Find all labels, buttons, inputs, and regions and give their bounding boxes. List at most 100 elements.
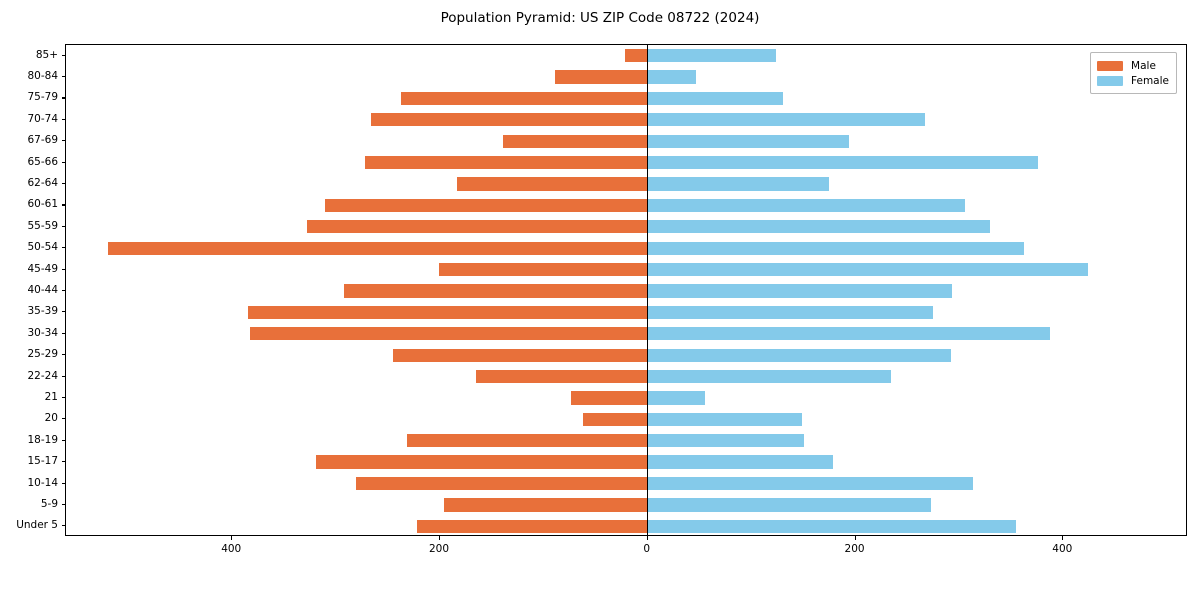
legend-item-female: Female [1097,73,1169,88]
bar-male[interactable] [249,327,648,341]
y-tick-mark [61,183,65,185]
bar-male[interactable] [570,391,648,405]
bar-female[interactable] [647,391,705,405]
bar-row [66,284,1186,298]
y-tick-label: 18-19 [27,433,58,446]
y-tick-label: 30-34 [27,326,58,339]
bar-row [66,262,1186,277]
bar-female[interactable] [647,241,1024,255]
bar-row [66,113,1186,127]
bar-male[interactable] [503,134,648,148]
zero-axis-line [647,45,649,535]
bar-row [66,177,1186,191]
bar-female[interactable] [647,412,802,426]
bar-male[interactable] [438,262,648,277]
bar-male[interactable] [555,70,648,84]
x-tick-label: 200 [428,543,450,555]
y-tick-label: 22-24 [27,369,58,382]
bar-female[interactable] [647,113,926,127]
y-tick-mark [61,396,65,399]
bar-female[interactable] [647,284,953,298]
chart-legend: Male Female [1090,52,1177,94]
y-tick-mark [61,418,65,420]
bar-row [66,391,1186,405]
bar-female[interactable] [647,369,891,384]
y-tick-label: 60-61 [27,198,58,211]
bar-male[interactable] [624,49,648,63]
y-tick-mark [61,204,65,206]
bar-female[interactable] [647,156,1039,170]
bar-male[interactable] [456,177,648,191]
bar-female[interactable] [647,455,833,469]
y-tick-label: 80-84 [27,70,58,83]
y-tick-label: 75-79 [27,91,58,104]
bar-male[interactable] [107,241,648,255]
bar-male[interactable] [393,348,648,362]
bar-female[interactable] [647,434,804,448]
y-tick-label: 40-44 [27,284,58,296]
x-tick-label: 200 [844,543,865,555]
bar-male[interactable] [365,156,648,170]
bar-row [66,156,1186,170]
y-tick-mark [61,161,65,163]
bar-female[interactable] [647,198,965,213]
bar-row [66,369,1186,384]
bar-male[interactable] [406,434,648,448]
bar-row [66,198,1186,213]
bar-female[interactable] [647,177,829,191]
bar-female[interactable] [647,49,776,63]
bar-female[interactable] [647,220,990,234]
bar-female[interactable] [647,305,934,319]
bar-male[interactable] [417,519,648,533]
y-tick-label: 35-39 [27,305,58,318]
bar-female[interactable] [647,348,952,362]
bar-male[interactable] [307,220,648,234]
bar-male[interactable] [316,455,648,469]
y-tick-mark [61,439,65,441]
y-tick-mark [61,525,65,527]
y-tick-label: 21 [44,390,58,403]
bar-female[interactable] [647,262,1089,277]
bar-male[interactable] [444,498,648,512]
bar-male[interactable] [583,412,648,426]
y-tick-label: 10-14 [27,476,58,489]
y-tick-label: 67-69 [27,134,58,147]
bar-female[interactable] [647,498,932,512]
y-tick-mark [61,461,65,463]
bar-female[interactable] [647,476,973,491]
bar-female[interactable] [647,70,696,84]
bar-row [66,476,1186,491]
bar-male[interactable] [400,91,648,106]
bar-male[interactable] [371,113,648,127]
bar-row [66,519,1186,533]
bar-female[interactable] [647,519,1016,533]
x-tick-mark [1062,536,1064,540]
bar-female[interactable] [647,134,850,148]
bar-row [66,91,1186,106]
y-tick-mark [61,140,65,142]
y-tick-mark [61,332,65,334]
y-tick-mark [61,247,65,249]
bar-row [66,455,1186,469]
bar-female[interactable] [647,327,1050,341]
bar-row [66,434,1186,448]
bar-male[interactable] [344,284,648,298]
bar-female[interactable] [647,91,783,106]
bar-male[interactable] [355,476,648,491]
legend-item-male: Male [1097,58,1169,73]
bar-row [66,70,1186,84]
y-tick-label: 15-17 [27,455,58,468]
y-tick-mark [61,225,65,227]
bar-male[interactable] [476,369,648,384]
x-tick-label: 0 [643,543,651,555]
bar-row [66,348,1186,362]
y-tick-label: 65-66 [27,155,58,168]
plot-area: Male Female [65,44,1187,536]
y-tick-label: 45-49 [27,262,58,275]
bar-male[interactable] [324,198,648,213]
y-tick-mark [61,54,65,56]
bar-row [66,134,1186,148]
bar-row [66,305,1186,319]
bar-male[interactable] [247,305,648,319]
